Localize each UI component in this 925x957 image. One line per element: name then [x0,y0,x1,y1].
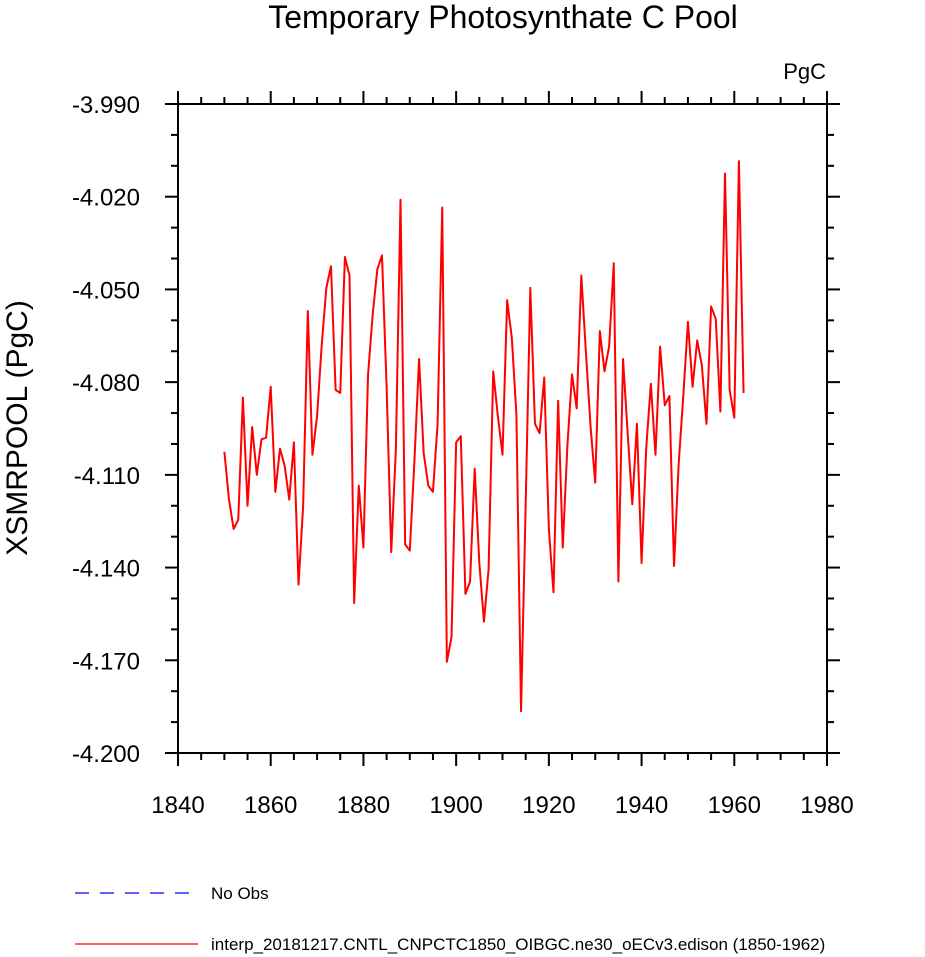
y-tick-label: -4.050 [72,277,140,304]
x-tick-label: 1880 [337,792,390,819]
series-layer [223,160,745,713]
y-axis: -3.990 -4.020 -4.050 -4.080 -4.110 -4.140 -4.1… [72,92,840,768]
series-line [223,160,745,713]
x-axis: 1840 1860 1880 1900 1920 1940 1960 1980 [151,91,854,819]
x-tick-label: 1920 [522,792,575,819]
legend-label-model: interp_20181217.CNTL_CNPCTC1850_OIBGC.ne… [211,935,825,954]
y-tick-label: -4.080 [72,370,140,397]
y-tick-label: -4.110 [74,463,140,490]
y-tick-label: -4.170 [72,648,140,675]
y-tick-label: -4.020 [72,185,140,212]
chart-title: Temporary Photosynthate C Pool [268,0,738,35]
legend: No Obs interp_20181217.CNTL_CNPCTC1850_O… [75,884,825,954]
x-tick-label: 1840 [151,792,204,819]
x-tick-label: 1980 [800,792,853,819]
x-tick-label: 1900 [429,792,482,819]
x-tick-label: 1940 [615,792,668,819]
x-tick-label: 1860 [244,792,297,819]
y-tick-label: -4.140 [72,556,140,583]
legend-label-no-obs: No Obs [211,884,269,903]
x-tick-label: 1960 [708,792,761,819]
y-axis-label: XSMRPOOL (PgC) [1,300,34,556]
units-label: PgC [783,59,826,84]
y-tick-label: -4.200 [72,741,140,768]
y-tick-label: -3.990 [72,92,140,119]
